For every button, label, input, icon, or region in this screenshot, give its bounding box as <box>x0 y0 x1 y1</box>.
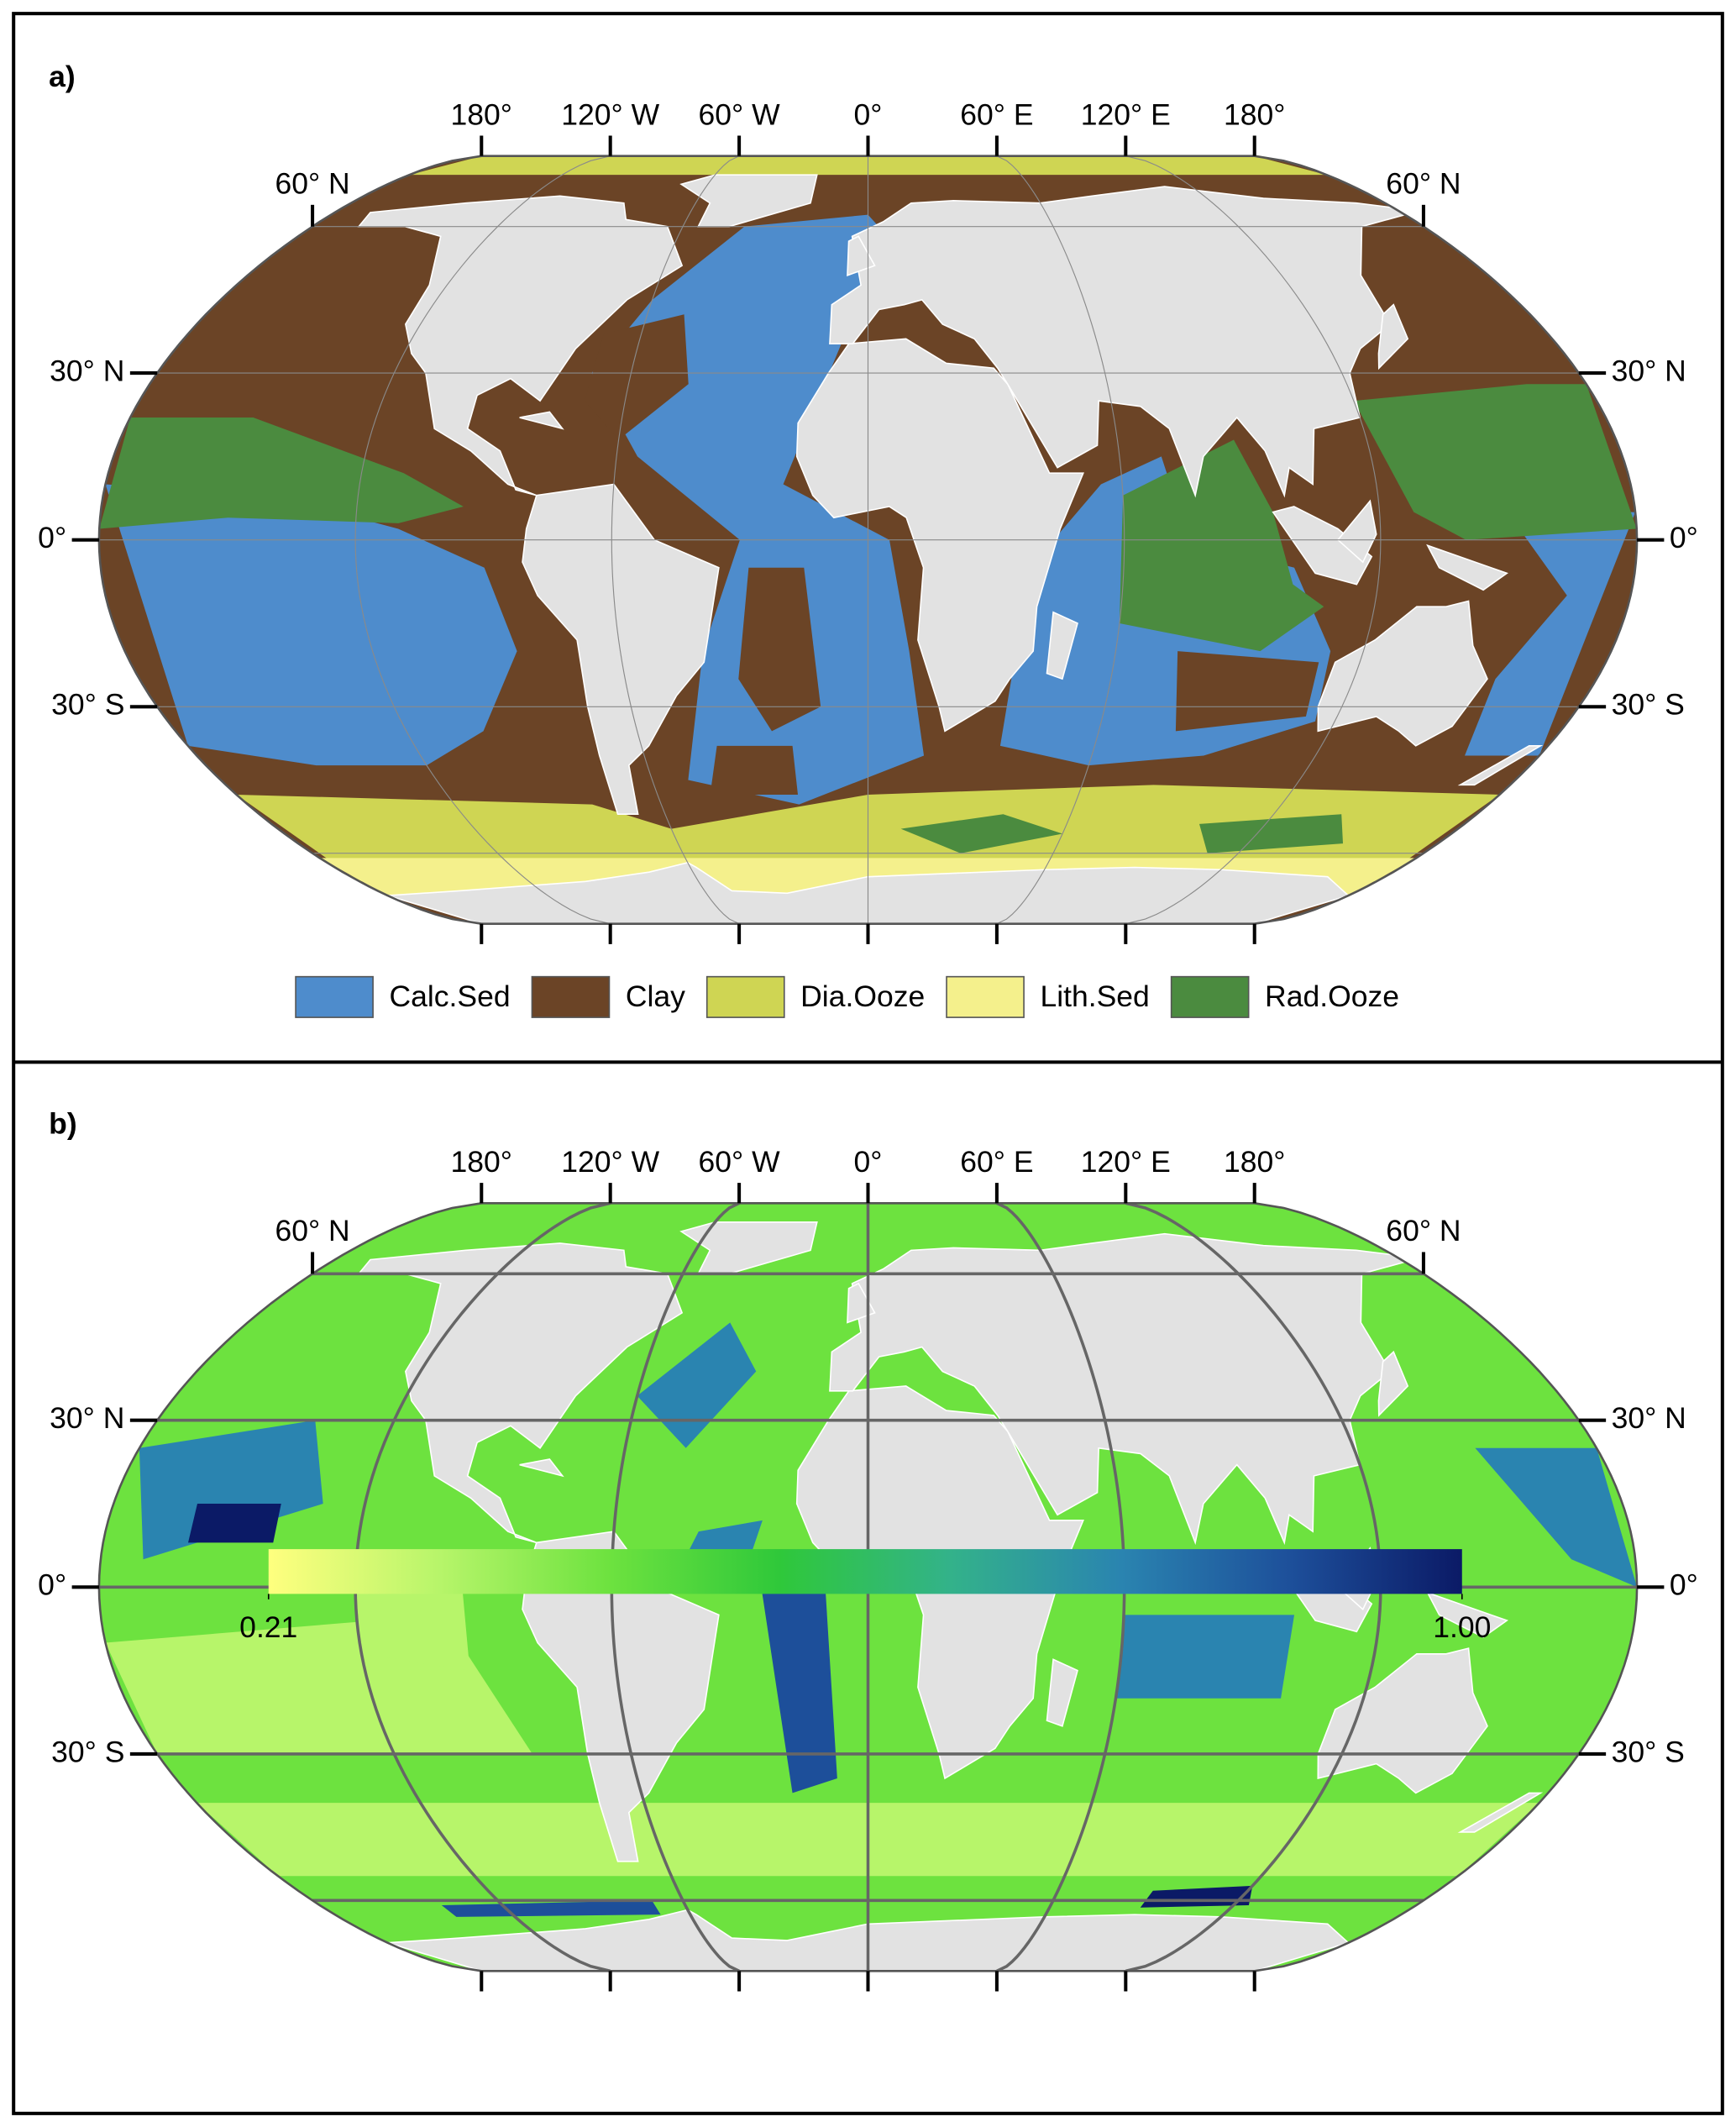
legend-swatch <box>705 975 785 1018</box>
ocean-region <box>1140 1885 1253 1908</box>
ocean-region <box>1465 512 1636 756</box>
land <box>1317 600 1488 747</box>
legend-label: Rad.Ooze <box>1265 979 1399 1013</box>
lon-label: 180° <box>451 1145 512 1179</box>
lat-label: 60° N <box>1386 167 1461 201</box>
legend-swatch <box>1170 975 1250 1018</box>
ocean-region <box>637 1322 757 1448</box>
lat-label: 0° <box>38 1568 66 1602</box>
land <box>1336 499 1377 564</box>
legend-label: Lith.Sed <box>1040 979 1149 1013</box>
ocean-region <box>585 314 689 440</box>
legend-label: Clay <box>626 979 685 1013</box>
lon-label: 120° W <box>561 1145 659 1179</box>
lat-label: 30° N <box>50 1401 124 1435</box>
colorbar-label: 1.00 <box>1433 1610 1491 1644</box>
land <box>1426 1591 1508 1638</box>
land <box>357 1242 684 1544</box>
ocean-region <box>1115 1615 1295 1699</box>
lat-label: 60° N <box>1386 1214 1461 1247</box>
ocean-region <box>761 1587 837 1794</box>
lon-label: 60° E <box>960 97 1033 131</box>
legend-swatch <box>946 975 1025 1018</box>
ocean-region <box>900 814 1063 853</box>
lat-label: 30° S <box>51 688 124 722</box>
lon-label: 60° W <box>699 97 781 131</box>
colorbar <box>268 1549 1462 1594</box>
legend-label: Calc.Sed <box>389 979 510 1013</box>
lat-label: 30° N <box>1612 1401 1686 1435</box>
land <box>679 1221 818 1275</box>
ocean-region <box>441 1900 661 1917</box>
ocean-region <box>99 418 464 529</box>
lat-label: 60° N <box>275 167 349 201</box>
land <box>1457 1792 1544 1833</box>
land <box>1426 544 1508 591</box>
land <box>1046 611 1078 680</box>
ocean-region <box>738 567 821 732</box>
lat-label: 0° <box>1670 1568 1698 1602</box>
lon-label: 0° <box>854 97 883 131</box>
lon-label: 60° W <box>699 1145 781 1179</box>
lat-label: 30° S <box>51 1735 124 1768</box>
lat-label: 30° S <box>1612 1735 1685 1768</box>
land <box>679 174 818 228</box>
land <box>1377 303 1409 370</box>
lat-label: 30° N <box>50 354 124 387</box>
lon-label: 0° <box>854 1145 883 1179</box>
lon-label: 120° W <box>561 97 659 131</box>
ocean-region <box>105 484 517 766</box>
lon-label: 120° E <box>1081 1145 1171 1179</box>
land <box>1317 1647 1488 1794</box>
ocean-region <box>1475 1447 1638 1588</box>
legend-swatch <box>295 975 374 1018</box>
land <box>357 195 684 496</box>
panel-label: a) <box>49 60 76 93</box>
land <box>522 483 720 816</box>
land <box>1046 1658 1078 1727</box>
lat-label: 30° S <box>1612 688 1685 722</box>
land <box>829 1232 1408 1546</box>
land <box>1457 745 1544 786</box>
land <box>519 411 564 430</box>
lat-label: 0° <box>38 521 66 554</box>
ocean-region <box>188 1504 281 1543</box>
legend-label: Dia.Ooze <box>800 979 925 1013</box>
land <box>1377 1350 1409 1417</box>
lon-label: 180° <box>1224 1145 1285 1179</box>
lat-label: 30° N <box>1612 354 1686 387</box>
map <box>98 155 1638 924</box>
ocean-region <box>1175 651 1319 732</box>
land <box>1272 506 1373 586</box>
lon-label: 180° <box>1224 97 1285 131</box>
lat-label: 60° N <box>275 1214 349 1247</box>
ocean-region <box>1119 439 1324 652</box>
ocean-region <box>710 745 799 795</box>
ocean-region <box>355 1587 470 1671</box>
land <box>829 186 1408 498</box>
lon-label: 60° E <box>960 1145 1033 1179</box>
colorbar-label: 0.21 <box>239 1610 297 1644</box>
lon-label: 180° <box>451 97 512 131</box>
ocean-region <box>1198 814 1344 853</box>
panel-label: b) <box>49 1107 77 1141</box>
land <box>519 1458 564 1478</box>
lon-label: 120° E <box>1081 97 1171 131</box>
legend-swatch <box>531 975 611 1018</box>
lat-label: 0° <box>1670 521 1698 554</box>
ocean-region <box>139 1420 323 1560</box>
ocean-region <box>1353 384 1637 540</box>
